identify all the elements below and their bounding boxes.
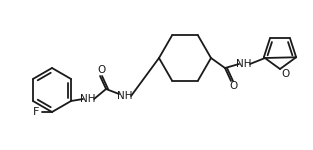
Text: O: O xyxy=(281,69,289,79)
Text: F: F xyxy=(33,107,39,117)
Text: O: O xyxy=(97,65,105,75)
Text: NH: NH xyxy=(80,94,96,104)
Text: O: O xyxy=(230,81,238,91)
Text: NH: NH xyxy=(236,59,252,69)
Text: NH: NH xyxy=(117,91,133,101)
